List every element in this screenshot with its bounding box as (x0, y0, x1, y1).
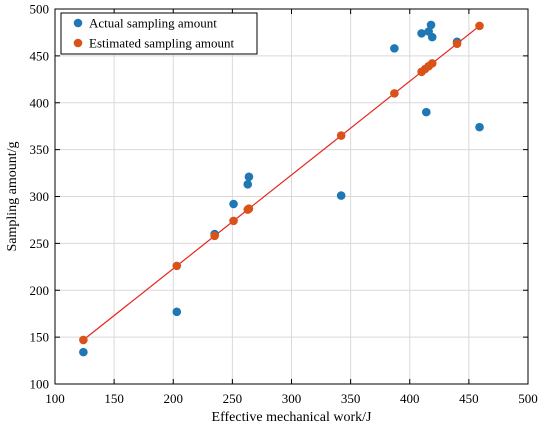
x-tick-label: 150 (104, 391, 124, 406)
y-tick-label: 400 (30, 95, 50, 110)
x-tick-label: 300 (282, 391, 302, 406)
y-tick-label: 300 (30, 189, 50, 204)
estimated-point (336, 131, 346, 140)
y-tick-label: 250 (30, 236, 50, 251)
y-tick-label: 500 (30, 2, 50, 17)
actual-point (390, 44, 399, 53)
y-tick-label: 200 (30, 283, 50, 298)
data-points-layer (79, 20, 484, 357)
legend: Actual sampling amount Estimated samplin… (60, 12, 258, 55)
estimated-point (427, 59, 437, 68)
x-tick-label: 400 (400, 391, 420, 406)
legend-marker-actual (73, 18, 83, 28)
x-tick-label: 100 (45, 391, 65, 406)
actual-point (79, 347, 88, 357)
x-tick-label: 250 (223, 391, 243, 406)
estimated-point (210, 231, 219, 241)
actual-point (475, 122, 484, 132)
actual-point (244, 172, 254, 182)
actual-point (229, 199, 238, 209)
legend-box (60, 12, 258, 55)
x-tick-label: 350 (341, 391, 361, 406)
legend-label-actual: Actual sampling amount (89, 16, 217, 31)
actual-point (243, 180, 253, 189)
x-tick-label: 200 (164, 391, 184, 406)
estimated-point (390, 89, 399, 98)
estimated-point (452, 39, 462, 48)
actual-point (336, 191, 346, 200)
actual-point (422, 107, 431, 117)
estimated-point (244, 204, 254, 213)
y-tick-label: 450 (30, 48, 50, 63)
actual-point (417, 29, 426, 38)
legend-marker-estimated (73, 38, 83, 48)
actual-point (426, 20, 436, 30)
estimated-point (229, 216, 238, 226)
y-tick-label: 350 (30, 142, 50, 157)
y-tick-label: 150 (30, 330, 50, 345)
estimated-point (79, 335, 88, 345)
legend-label-estimated: Estimated sampling amount (89, 36, 235, 51)
y-tick-label: 100 (30, 377, 50, 392)
y-axis-label: Sampling amount/g (5, 141, 20, 251)
actual-point (427, 32, 437, 42)
x-tick-label: 450 (459, 391, 479, 406)
grid (55, 9, 528, 384)
actual-point (172, 307, 182, 317)
x-tick-label: 500 (518, 391, 538, 406)
x-axis-label: Effective mechanical work/J (212, 410, 372, 425)
estimated-point (475, 21, 484, 31)
axis-ticks: 100 150 200 250 300 350 400 450 500 100 150 200 250 3… (30, 2, 538, 407)
estimated-point (172, 261, 182, 271)
